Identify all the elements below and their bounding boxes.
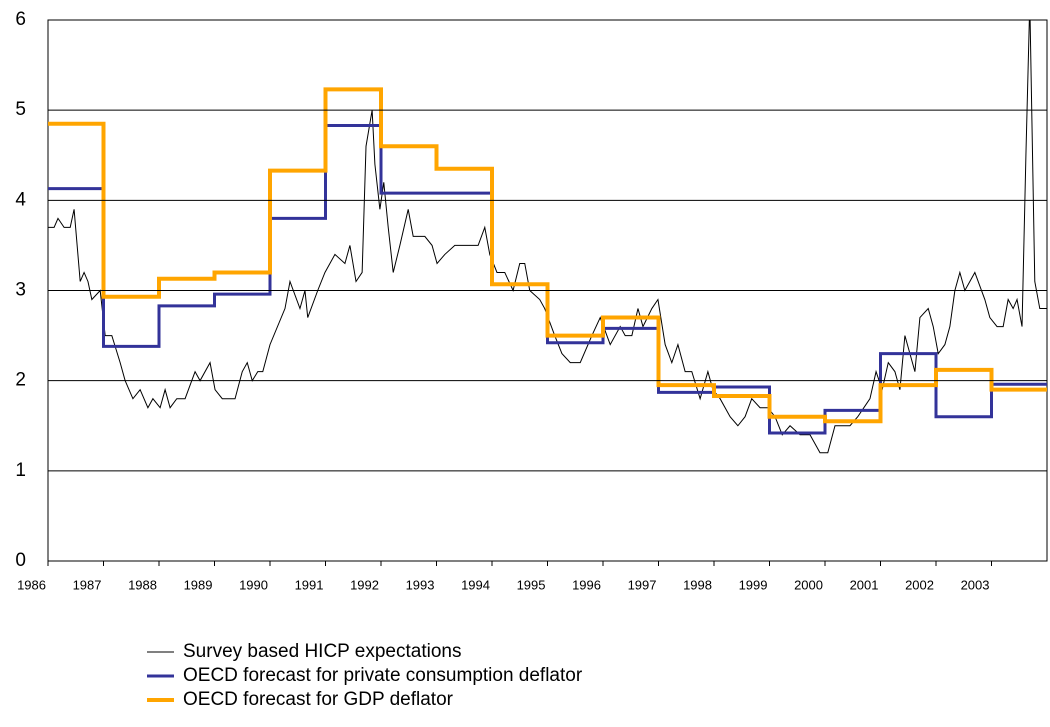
y-tick-label: 5 <box>15 99 26 120</box>
y-tick-label: 4 <box>15 189 26 210</box>
x-tick-label: 1986 <box>17 577 46 592</box>
x-tick-label: 1988 <box>128 577 157 592</box>
series-line <box>48 87 1047 424</box>
x-tick-label: 1996 <box>572 577 601 592</box>
legend-label: Survey based HICP expectations <box>183 641 461 662</box>
x-tick-label: 1987 <box>73 577 102 592</box>
lines <box>48 20 1047 454</box>
x-tick-label: 1994 <box>461 577 490 592</box>
y-tick-label: 1 <box>15 460 26 481</box>
x-tick-label: 1989 <box>184 577 213 592</box>
x-tick-label: 1992 <box>350 577 379 592</box>
x-tick-label: 1995 <box>517 577 546 592</box>
x-tick-label: 1993 <box>406 577 435 592</box>
y-tick-label: 0 <box>15 550 26 571</box>
y-tick-label: 6 <box>15 9 26 30</box>
x-tick-label: 1999 <box>739 577 768 592</box>
y-tick-label: 3 <box>15 280 26 301</box>
x-tick-label: 2001 <box>850 577 879 592</box>
x-tick-label: 2000 <box>794 577 823 592</box>
x-tick-label: 1997 <box>628 577 657 592</box>
legend-label: OECD forecast for private consumption de… <box>183 665 583 686</box>
y-tick-label: 2 <box>15 370 26 391</box>
x-tick-label: 2003 <box>961 577 990 592</box>
series-line <box>48 20 1047 454</box>
x-tick-label: 1991 <box>295 577 324 592</box>
legend-label: OECD forecast for GDP deflator <box>183 689 454 710</box>
x-tick-label: 1998 <box>683 577 712 592</box>
x-tick-label: 1990 <box>239 577 268 592</box>
x-tick-label: 2002 <box>905 577 934 592</box>
